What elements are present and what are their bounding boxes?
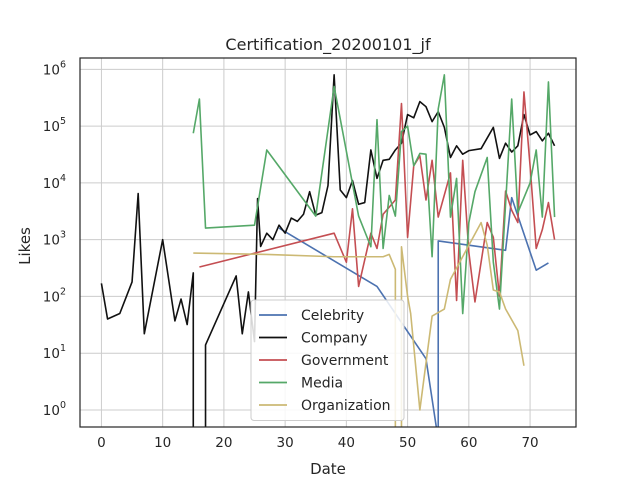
x-axis-label: Date: [310, 460, 346, 478]
x-tick-label: 50: [399, 435, 416, 451]
series-line-media: [192, 74, 556, 315]
x-axis-ticks: 0 10 20 30 40 50 60 70: [97, 435, 539, 451]
y-tick-label: 103: [43, 230, 66, 249]
legend-label-celebrity: Celebrity: [301, 308, 364, 324]
x-tick-label: 40: [338, 435, 355, 451]
series-line-government: [199, 91, 556, 303]
legend-label-company: Company: [301, 331, 368, 347]
legend-label-media: Media: [301, 376, 343, 392]
y-axis-ticks: 100 101 102 103 104 105 106: [43, 59, 66, 419]
x-tick-label: 60: [460, 435, 477, 451]
legend-label-organization: Organization: [301, 398, 391, 414]
series-line-organization: [193, 221, 525, 427]
x-tick-label: 70: [521, 435, 538, 451]
legend-label-government: Government: [301, 353, 389, 369]
x-tick-label: 10: [154, 435, 171, 451]
legend-box: [250, 299, 405, 421]
y-tick-label: 104: [43, 173, 66, 192]
plot-frame: [79, 57, 577, 428]
x-tick-label: 0: [97, 435, 106, 451]
y-tick-label: 101: [43, 343, 66, 362]
x-tick-label: 20: [215, 435, 232, 451]
y-tick-label: 105: [43, 116, 66, 135]
y-tick-label: 100: [43, 400, 66, 419]
x-tick-label: 30: [277, 435, 294, 451]
y-axis-label: Likes: [16, 227, 34, 265]
y-tick-label: 102: [43, 286, 66, 305]
y-tick-label: 106: [43, 59, 66, 78]
series-line-company: [100, 74, 556, 427]
legend: Celebrity Company Government Media Organizat…: [250, 299, 405, 421]
chart-title: Certification_20200101_jf: [225, 35, 431, 55]
